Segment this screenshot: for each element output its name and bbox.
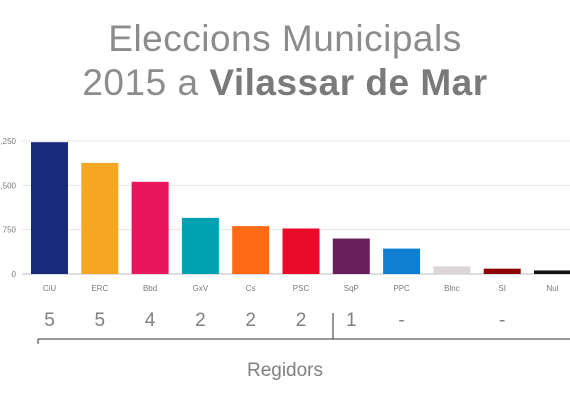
bar: [232, 226, 270, 274]
bar: [31, 142, 68, 274]
bar: [483, 268, 521, 274]
x-tick-label: SI: [498, 284, 506, 293]
bar: [282, 228, 320, 274]
bar: [332, 238, 370, 274]
bar: [534, 270, 570, 274]
y-tick-label: 1,500: [0, 181, 17, 190]
regidors-value: 1: [346, 310, 357, 331]
title-year-text: 2015 a: [82, 62, 199, 103]
x-tick-label: Cs: [246, 284, 256, 293]
title-line1-text: Eleccions Municipals: [108, 18, 462, 59]
y-tick-label: 750: [3, 226, 17, 235]
regidors-value: 2: [195, 310, 206, 331]
x-tick-label: PPC: [393, 284, 410, 293]
bar: [433, 266, 471, 274]
x-tick-label: GxV: [193, 284, 209, 293]
chart-title-line1: Eleccions Municipals: [0, 18, 570, 60]
title-town-text: Vilassar de Mar: [209, 62, 488, 103]
bar: [383, 248, 421, 274]
regidors-value: -: [398, 310, 404, 331]
x-tick-label: SqP: [344, 284, 359, 293]
bar: [131, 181, 169, 274]
bar: [81, 162, 119, 274]
regidors-axis-label: Regidors: [246, 360, 324, 381]
regidors-value: -: [499, 310, 505, 331]
regidors-value: 2: [245, 310, 256, 331]
x-tick-label: CiU: [43, 284, 57, 293]
x-tick-label: Bbd: [143, 284, 157, 293]
y-tick-label: 0: [12, 270, 17, 279]
regidors-value: 4: [145, 310, 156, 331]
regidors-value: 2: [296, 310, 307, 331]
x-tick-label: Blnc: [444, 284, 460, 293]
regidors-value: 5: [44, 310, 55, 331]
x-tick-label: PSC: [293, 284, 310, 293]
chart-title-line2: 2015 a Vilassar de Mar: [0, 62, 570, 104]
regidors-value: 5: [95, 310, 106, 331]
x-tick-label: ERC: [91, 284, 108, 293]
bar: [181, 217, 219, 274]
x-tick-label: Nul: [546, 284, 558, 293]
y-tick-label: 2,250: [0, 137, 17, 146]
